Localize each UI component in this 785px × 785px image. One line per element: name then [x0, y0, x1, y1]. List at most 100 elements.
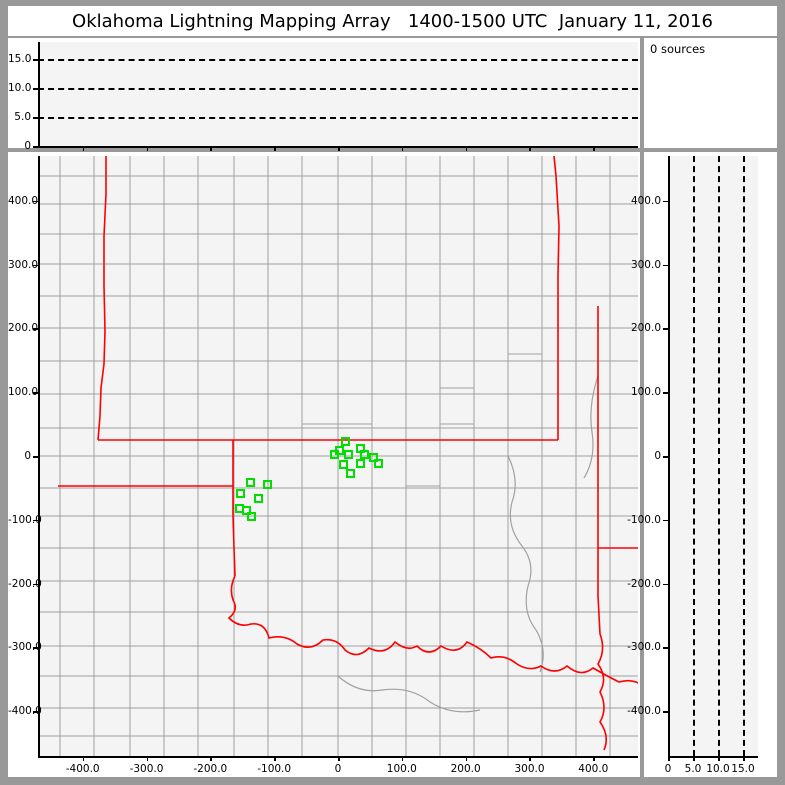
y-tick-label-8: 400.0 — [630, 194, 661, 207]
x-tick-4 — [338, 146, 340, 151]
lightning-source-marker — [339, 459, 349, 469]
y-tick-0 — [33, 711, 38, 713]
title-bar: Oklahoma Lightning Mapping Array 1400-15… — [8, 6, 777, 36]
y-tick-2 — [33, 583, 38, 586]
x-tick-3 — [274, 146, 276, 151]
y-tick-label-2: -200.0 — [627, 577, 661, 590]
y-tick-5 — [663, 392, 668, 394]
x-tick-label-8: 400.0 — [578, 763, 609, 775]
y-tick-label-0: 0 — [24, 140, 31, 152]
lightning-source-marker — [344, 449, 354, 459]
y-axis-line — [668, 156, 670, 756]
x-tick-label-1: 5.0 — [684, 763, 702, 775]
x-tick-3 — [743, 756, 745, 761]
y-tick-2 — [33, 88, 38, 90]
y-tick-1 — [33, 117, 38, 119]
gridline-x-2 — [743, 156, 745, 756]
y-tick-label-1: -300.0 — [627, 641, 661, 654]
y-tick-1 — [33, 647, 38, 649]
y-tick-label-6: 200.0 — [630, 322, 661, 335]
y-tick-label-3: -100.0 — [8, 513, 42, 526]
gridline-x-0 — [693, 156, 695, 756]
y-tick-7 — [33, 264, 38, 266]
lightning-source-marker — [262, 479, 272, 489]
y-tick-7 — [663, 264, 668, 266]
lightning-source-marker — [368, 452, 378, 462]
state-boundaries — [58, 156, 638, 751]
x-tick-6 — [465, 756, 468, 761]
y-tick-0 — [663, 711, 668, 713]
y-axis-line — [38, 156, 40, 756]
y-tick-0 — [33, 146, 38, 148]
y-tick-label-5: 100.0 — [8, 386, 39, 399]
y-tick-label-8: 400.0 — [8, 194, 39, 207]
y-tick-label-6: 200.0 — [8, 322, 39, 335]
x-tick-2 — [210, 756, 212, 761]
x-tick-label-2: 10.0 — [706, 763, 730, 775]
gridline-x-1 — [718, 156, 720, 756]
x-tick-label-2: -200.0 — [193, 763, 228, 775]
y-tick-6 — [663, 328, 668, 330]
y-tick-4 — [33, 456, 38, 458]
x-tick-0 — [82, 756, 85, 761]
y-tick-8 — [33, 200, 38, 203]
y-tick-label-1: -300.0 — [8, 641, 42, 654]
height-histogram-plot-area[interactable] — [668, 156, 758, 756]
y-tick-5 — [33, 392, 38, 394]
y-tick-2 — [663, 583, 668, 586]
river-lines — [337, 375, 599, 713]
y-tick-6 — [33, 328, 38, 330]
x-tick-label-0: -400.0 — [65, 763, 100, 775]
x-tick-5 — [401, 756, 404, 761]
y-tick-label-3: 15.0 — [8, 53, 32, 66]
lightning-source-marker — [346, 468, 356, 478]
x-tick-0 — [82, 146, 85, 151]
height-histogram-panel: -400.0 -300.0 -200.0 -100.0 0 100.0 200.0 300.0… — [627, 152, 777, 777]
y-tick-1 — [663, 647, 668, 649]
page-title: Oklahoma Lightning Mapping Array 1400-15… — [72, 10, 713, 32]
plan-view-map-panel: -400.0 -300.0 -200.0 -100.0 0 100.0 200.0 300.0… — [8, 152, 640, 777]
y-tick-label-4: 0 — [654, 450, 661, 462]
lightning-source-marker — [359, 450, 369, 460]
x-tick-0 — [668, 756, 670, 761]
time-height-plot-area[interactable] — [38, 42, 638, 146]
y-tick-label-4: 0 — [24, 450, 31, 462]
lightning-source-marker — [329, 449, 339, 459]
lightning-source-marker — [356, 459, 366, 469]
x-tick-1 — [146, 756, 148, 761]
x-tick-label-1: -300.0 — [129, 763, 164, 775]
gridline-y-2 — [38, 59, 638, 62]
plan-view-map-plot-area[interactable] — [38, 156, 638, 756]
x-tick-8 — [593, 146, 595, 151]
x-axis-line — [668, 756, 758, 758]
lightning-source-marker — [340, 436, 350, 446]
x-tick-1 — [146, 146, 148, 151]
x-tick-3 — [274, 756, 276, 761]
time-height-panel: 05.010.015.0-400.0-300.0-200.0-100.00100… — [8, 38, 640, 165]
lightning-source-marker — [246, 478, 256, 488]
lightning-source-marker — [253, 493, 263, 503]
gridline-y-0 — [38, 117, 638, 120]
y-tick-label-2: 10.0 — [8, 82, 32, 95]
gridline-y-1 — [38, 88, 638, 91]
x-tick-8 — [593, 756, 595, 761]
x-tick-5 — [401, 146, 404, 151]
x-tick-label-0: 0 — [664, 763, 672, 775]
lightning-source-marker — [236, 489, 246, 499]
x-tick-1 — [693, 756, 695, 761]
status-sources-count: 0 sources — [650, 42, 706, 56]
source-count-panel: 0 sources — [644, 38, 777, 148]
y-tick-4 — [663, 456, 668, 458]
y-tick-label-7: 300.0 — [8, 258, 39, 271]
y-tick-label-0: -400.0 — [627, 705, 661, 718]
y-tick-label-2: -200.0 — [8, 577, 42, 590]
map-boundaries-overlay — [38, 156, 638, 756]
y-tick-8 — [663, 200, 668, 203]
x-tick-label-3: 15.0 — [731, 763, 755, 775]
x-tick-6 — [465, 146, 468, 151]
x-tick-label-4: 0 — [334, 763, 342, 775]
x-tick-label-5: 100.0 — [386, 763, 417, 775]
x-tick-label-3: -100.0 — [257, 763, 292, 775]
x-tick-label-7: 300.0 — [514, 763, 545, 775]
